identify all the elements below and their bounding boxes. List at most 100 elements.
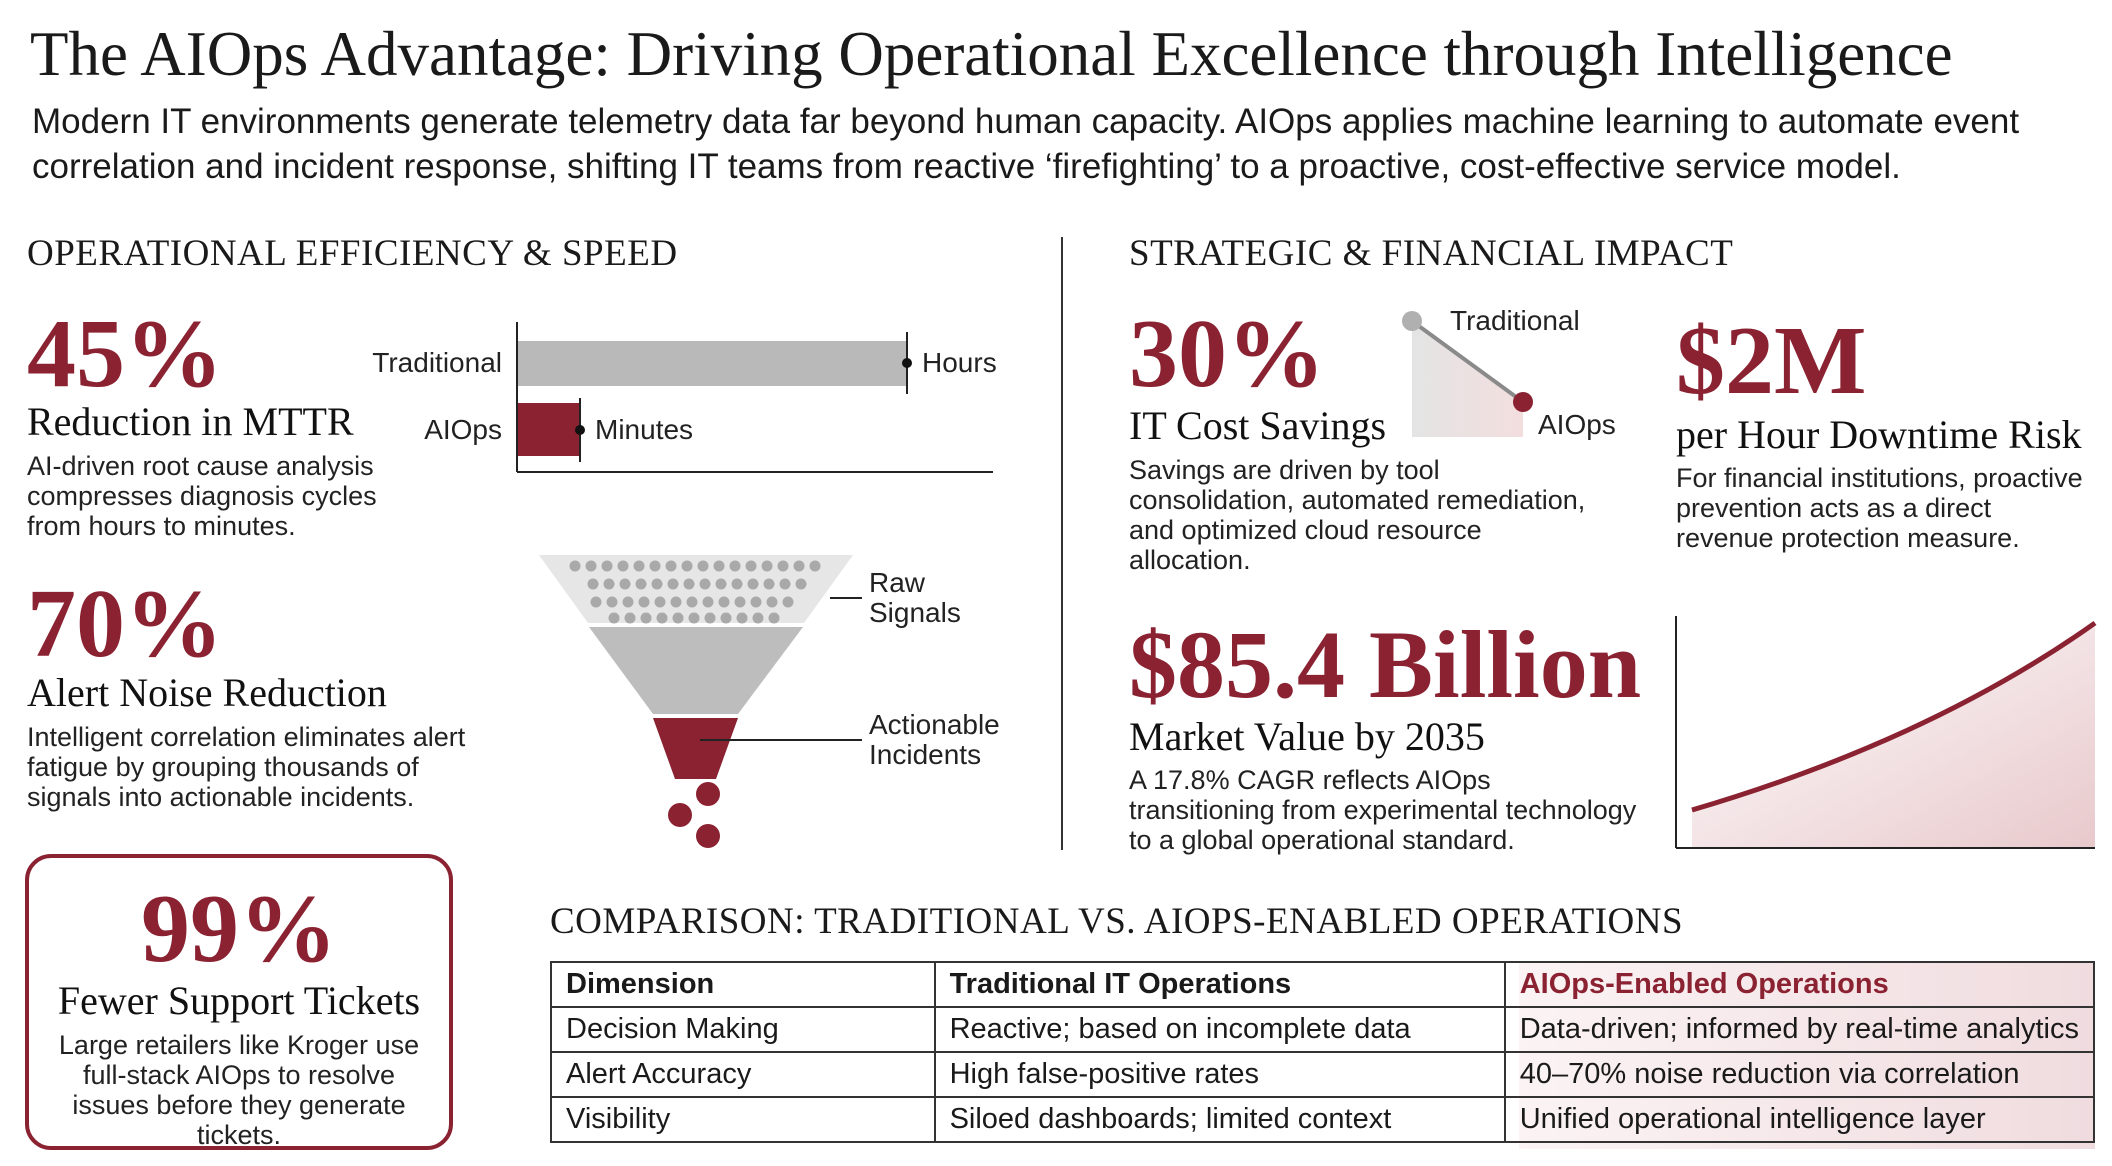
signal-dot bbox=[729, 560, 741, 572]
mini-chart-label: Traditional bbox=[1450, 305, 1580, 336]
signal-dot bbox=[747, 578, 759, 590]
stat-description: AI-driven root cause analysis compresses… bbox=[27, 451, 377, 541]
bar-value-label: Hours bbox=[922, 347, 997, 378]
signal-dot bbox=[704, 612, 716, 624]
signal-dot bbox=[702, 596, 714, 608]
signal-dot bbox=[569, 560, 581, 572]
signal-dot bbox=[603, 578, 615, 590]
signal-dot bbox=[587, 578, 599, 590]
signal-dot bbox=[656, 612, 668, 624]
bar-label: AIOps bbox=[424, 414, 502, 445]
slope bbox=[1410, 319, 1525, 404]
marker bbox=[575, 425, 585, 435]
table-heading: COMPARISON: TRADITIONAL VS. AIOPS-ENABLE… bbox=[550, 901, 1684, 942]
highlight-value: 99% bbox=[141, 875, 337, 983]
growth-chart bbox=[1675, 616, 2097, 849]
signal-dot bbox=[619, 578, 631, 590]
stat-description: Intelligent correlation eliminates alert… bbox=[27, 722, 466, 812]
signal-dot bbox=[686, 596, 698, 608]
signal-dot bbox=[699, 578, 711, 590]
signal-dot bbox=[651, 578, 663, 590]
signal-dot bbox=[640, 612, 652, 624]
highlight-box bbox=[25, 854, 453, 1150]
title: The AIOps Advantage: Driving Operational… bbox=[30, 19, 1953, 89]
table-cell: Decision Making bbox=[550, 1006, 936, 1053]
comparison-table: Dimension Traditional IT Operations AIOp… bbox=[550, 961, 2096, 1143]
marker bbox=[902, 358, 912, 368]
stat-description: Savings are driven by tool consolidation… bbox=[1129, 455, 1586, 575]
signal-dot bbox=[665, 560, 677, 572]
mini-chart-label: AIOps bbox=[1538, 409, 1616, 440]
signal-dot bbox=[585, 560, 597, 572]
stat-label: Reduction in MTTR bbox=[27, 399, 354, 444]
mini-chart bbox=[1402, 311, 1533, 437]
subtitle: Modern IT environments generate telemetr… bbox=[32, 102, 2020, 186]
column-header: Dimension bbox=[550, 961, 936, 1008]
signal-dot bbox=[667, 578, 679, 590]
table-row: Visibility Siloed dashboards; limited con… bbox=[550, 1096, 2096, 1143]
signal-dot bbox=[590, 596, 602, 608]
signal-dot bbox=[761, 560, 773, 572]
funnel-bottom bbox=[653, 718, 738, 779]
funnel-label: Actionable Incidents bbox=[869, 709, 1000, 770]
signal-dot bbox=[782, 596, 794, 608]
signal-dot bbox=[683, 578, 695, 590]
stat-label: IT Cost Savings bbox=[1129, 403, 1387, 448]
signal-dot bbox=[718, 596, 730, 608]
signal-dot bbox=[731, 578, 743, 590]
area bbox=[1692, 623, 2095, 848]
signal-dot bbox=[779, 578, 791, 590]
signal-dot bbox=[601, 560, 613, 572]
signal-dot bbox=[795, 578, 807, 590]
signal-dot bbox=[638, 596, 650, 608]
point bbox=[1402, 311, 1422, 331]
table-cell: Data-driven; informed by real-time analy… bbox=[1503, 1006, 2096, 1053]
table-cell: 40–70% noise reduction via correlation bbox=[1503, 1051, 2096, 1098]
area bbox=[1412, 321, 1523, 437]
funnel bbox=[539, 555, 862, 848]
stat-label: per Hour Downtime Risk bbox=[1676, 412, 2082, 457]
signal-dot bbox=[633, 560, 645, 572]
stat-description: For financial institutions, proactive pr… bbox=[1676, 463, 2083, 553]
signal-dot bbox=[736, 612, 748, 624]
dot bbox=[668, 803, 692, 827]
signal-dot bbox=[635, 578, 647, 590]
table-cell: Visibility bbox=[550, 1096, 936, 1143]
stat-value: $85.4 Billion bbox=[1129, 611, 1642, 718]
section-heading: STRATEGIC & FINANCIAL IMPACT bbox=[1129, 233, 1734, 274]
signal-dot bbox=[688, 612, 700, 624]
signal-dot bbox=[809, 560, 821, 572]
highlight-label: Fewer Support Tickets bbox=[57, 978, 421, 1023]
stat-value: 45% bbox=[27, 300, 223, 408]
table-body: Decision Making Reactive; based on incomp… bbox=[550, 1006, 2096, 1143]
bar-value-label: Minutes bbox=[595, 414, 694, 445]
signal-dot bbox=[715, 578, 727, 590]
stat-label: Market Value by 2035 bbox=[1129, 714, 1485, 759]
signal-dot bbox=[766, 596, 778, 608]
stat-value: 30% bbox=[1129, 300, 1325, 408]
bar-chart bbox=[516, 322, 993, 473]
signal-dot bbox=[763, 578, 775, 590]
signal-dot bbox=[750, 596, 762, 608]
dot bbox=[696, 824, 720, 848]
signal-dot bbox=[720, 612, 732, 624]
signal-dot bbox=[670, 596, 682, 608]
bar-label: Traditional bbox=[372, 347, 502, 378]
table-cell: Siloed dashboards; limited context bbox=[933, 1096, 1506, 1143]
table-cell: Alert Accuracy bbox=[550, 1051, 936, 1098]
signal-dot bbox=[697, 560, 709, 572]
signal-dot bbox=[654, 596, 666, 608]
point bbox=[1513, 392, 1533, 412]
funnel-middle bbox=[589, 627, 803, 714]
signal-dot bbox=[793, 560, 805, 572]
signal-dot bbox=[672, 612, 684, 624]
growth-line bbox=[1691, 620, 2097, 813]
table-cell: Unified operational intelligence layer bbox=[1503, 1096, 2096, 1143]
signal-dot bbox=[734, 596, 746, 608]
bar bbox=[518, 341, 907, 386]
signal-dot bbox=[622, 596, 634, 608]
signal-dot bbox=[777, 560, 789, 572]
signal-dot bbox=[608, 612, 620, 624]
bar bbox=[518, 403, 580, 456]
column-header: AIOps-Enabled Operations bbox=[1503, 961, 2096, 1008]
